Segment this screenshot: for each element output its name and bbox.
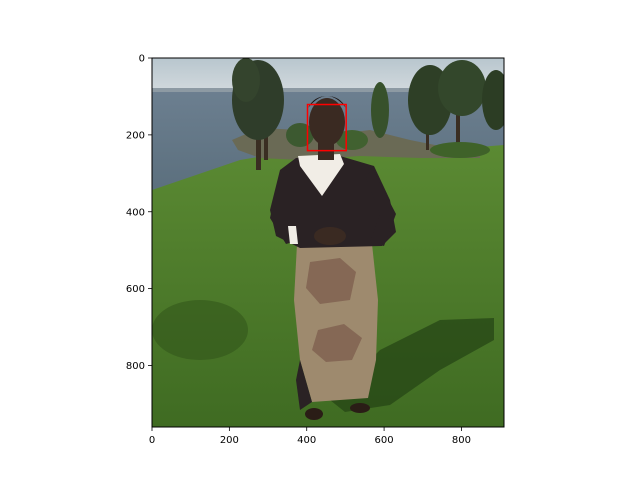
y-tick-label: 600 [126, 284, 145, 295]
grass-shadow [152, 300, 248, 360]
x-tick-label: 0 [149, 435, 155, 446]
dress-hem [296, 360, 312, 410]
person [270, 96, 396, 420]
tree-canopy [482, 70, 504, 130]
y-tick-label: 200 [126, 130, 145, 141]
head [309, 98, 345, 146]
sleeve-cuff [288, 226, 298, 244]
tree-canopy [438, 60, 486, 116]
dress-top [270, 156, 396, 248]
hair [308, 96, 346, 108]
bush [430, 142, 490, 158]
far-shore [152, 88, 504, 92]
y-tick-label: 800 [126, 361, 145, 372]
x-tick-label: 600 [375, 435, 394, 446]
photo [152, 58, 504, 427]
y-tick-label: 400 [126, 207, 145, 218]
x-axis: 0 200 400 600 800 [149, 427, 471, 446]
foot [305, 408, 323, 420]
foot [350, 403, 370, 413]
tree-canopy [371, 82, 389, 138]
arm [366, 168, 396, 246]
bush [336, 130, 368, 150]
y-axis: 0 200 400 600 800 [126, 54, 152, 372]
skirt-pattern [312, 324, 362, 362]
tree-canopy [232, 58, 260, 102]
axes-frame [151, 57, 505, 428]
collar [298, 154, 344, 196]
hands [314, 227, 346, 245]
x-tick-label: 200 [220, 435, 239, 446]
x-tick-label: 400 [297, 435, 316, 446]
face-bounding-box [306, 103, 347, 152]
person-shadow [330, 318, 494, 412]
skirt-pattern [306, 258, 356, 304]
y-tick-label: 0 [139, 54, 145, 65]
x-tick-label: 800 [452, 435, 471, 446]
